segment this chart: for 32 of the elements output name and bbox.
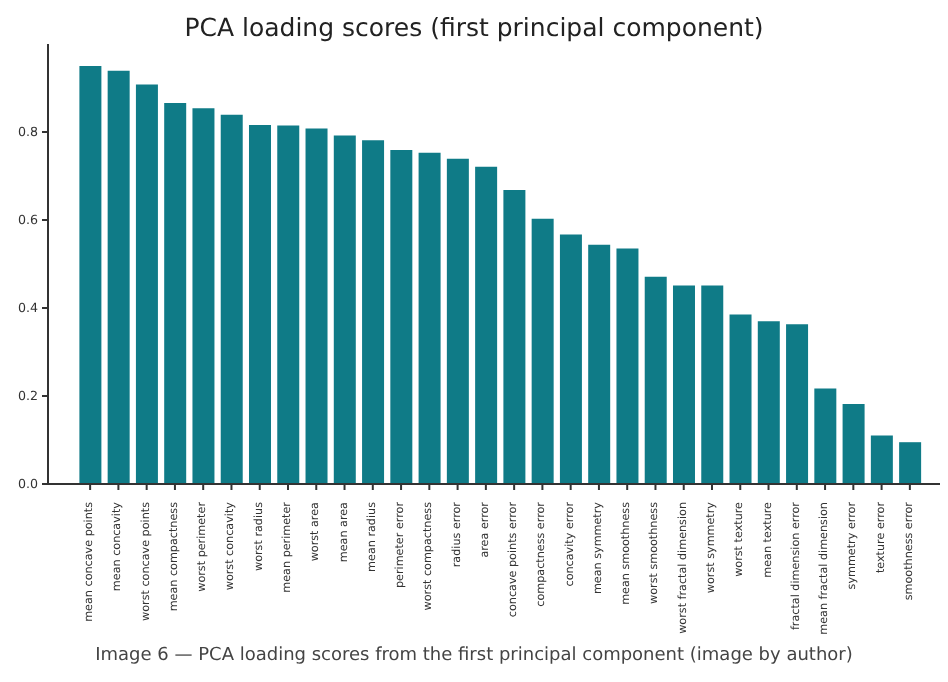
bar	[870, 435, 893, 484]
bar	[192, 108, 215, 484]
bar	[446, 158, 469, 484]
bar	[531, 218, 554, 484]
bar	[899, 442, 922, 484]
bar	[616, 248, 639, 484]
text: Image 6 — PCA loading scores from the first principal component (image by author)	[93, 646, 855, 666]
chart-title: PCA loading scores (first principal component)	[182, 12, 766, 42]
bar	[333, 135, 356, 484]
bar	[79, 66, 102, 484]
bar	[164, 102, 187, 484]
bar	[107, 70, 130, 484]
bar	[786, 324, 809, 484]
bar	[277, 125, 300, 484]
bar	[672, 285, 695, 484]
bar	[814, 388, 837, 484]
bar	[362, 140, 385, 484]
bar	[729, 314, 752, 484]
bar	[220, 114, 243, 484]
bar	[559, 234, 582, 484]
bar	[644, 276, 667, 484]
bar	[248, 124, 271, 484]
bar	[701, 285, 724, 484]
bar	[842, 403, 865, 484]
bar	[588, 244, 611, 484]
bar	[305, 128, 328, 484]
bar	[390, 150, 413, 484]
bar	[135, 84, 158, 484]
bar	[418, 152, 441, 484]
bar	[475, 166, 498, 484]
bar	[503, 190, 526, 484]
bar	[757, 321, 780, 484]
